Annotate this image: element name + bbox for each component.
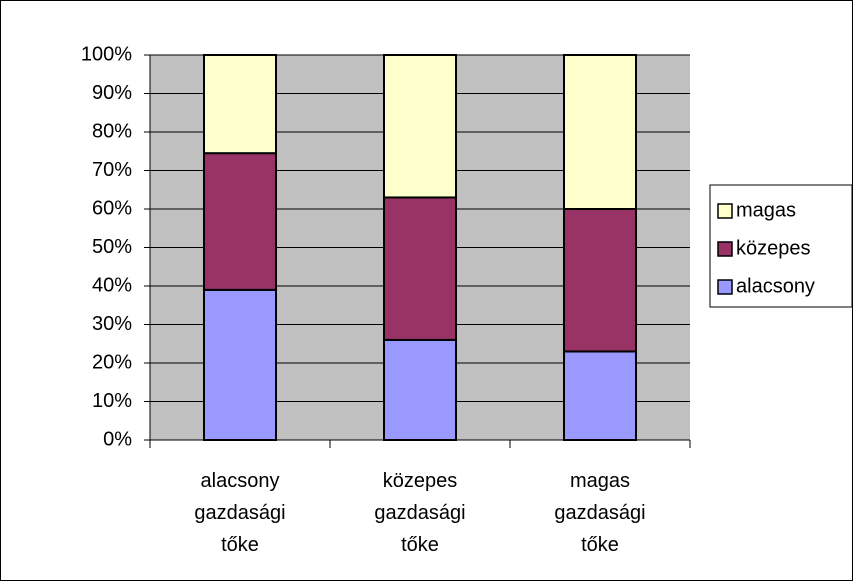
y-tick-label: 0% [103, 428, 132, 450]
y-tick-label: 50% [92, 236, 132, 258]
legend-box [709, 184, 853, 308]
x-tick-label: közepes gazdasági tőke [374, 470, 465, 556]
legend-swatch [717, 279, 733, 295]
legend-swatch [717, 241, 733, 257]
bar-segment [203, 152, 277, 291]
y-tick-label: 30% [92, 313, 132, 335]
bar-segment [563, 208, 637, 353]
bar-segment [203, 54, 277, 155]
y-tick-label: 90% [92, 82, 132, 104]
y-tick-label: 80% [92, 120, 132, 142]
y-tick-label: 100% [81, 43, 132, 65]
legend-label: alacsony [736, 275, 815, 297]
bar-segment [563, 350, 637, 442]
y-tick-label: 40% [92, 274, 132, 296]
bar-segment [383, 338, 457, 441]
x-tick-label: alacsony gazdasági tőke [194, 470, 285, 556]
bar-segment [383, 54, 457, 199]
legend-label: magas [736, 199, 796, 221]
legend-swatch [717, 203, 733, 219]
bar-segment [383, 196, 457, 341]
legend-label: közepes [736, 237, 811, 259]
x-tick-label: magas gazdasági tőke [554, 470, 645, 556]
y-tick-label: 20% [92, 351, 132, 373]
y-tick-label: 10% [92, 390, 132, 412]
bar-segment [203, 288, 277, 441]
bar-segment [563, 54, 637, 210]
y-tick-label: 60% [92, 197, 132, 219]
y-tick-label: 70% [92, 159, 132, 181]
